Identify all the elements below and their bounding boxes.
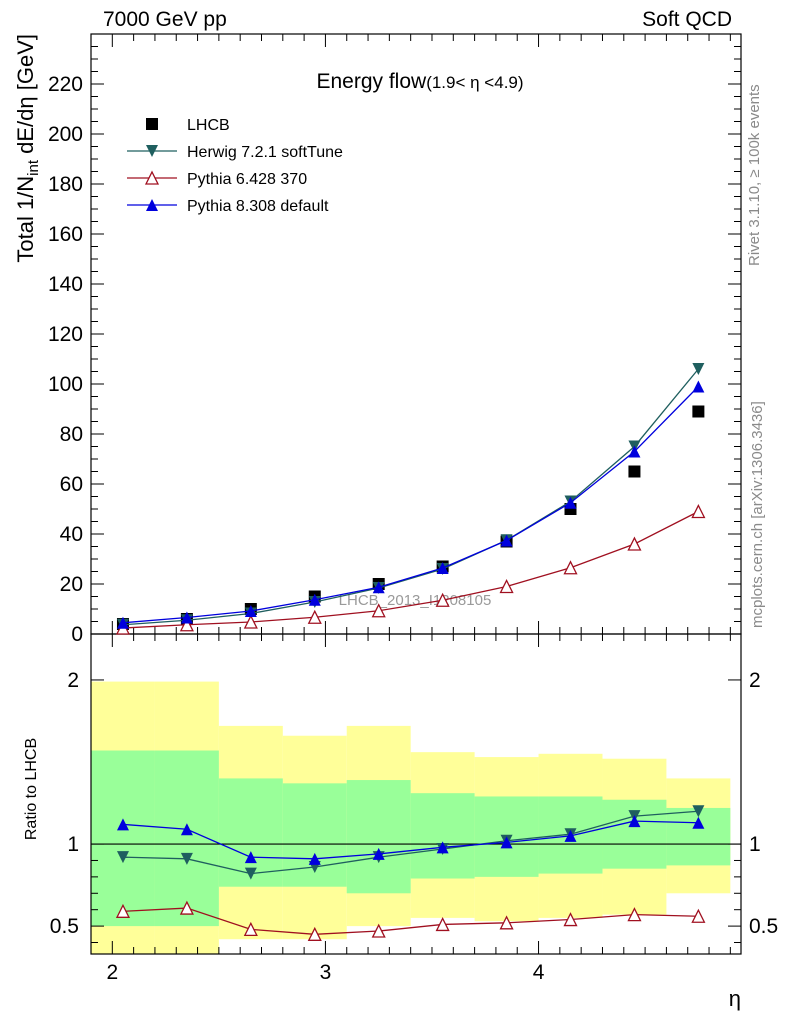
ratio-inner-band-8 [602, 799, 667, 869]
header-energy-label: 7000 GeV pp [103, 8, 227, 31]
ratio-series-2-point [564, 829, 577, 842]
series-1-line [122, 368, 699, 626]
ratio-y-tick-label-right: 1 [749, 833, 761, 856]
ratio-series-1-point [627, 907, 642, 922]
ratio-series-2-point [116, 818, 129, 831]
plot-title: Energy flow(1.9< η <4.9) [316, 70, 523, 93]
header-category-label: Soft QCD [642, 8, 732, 31]
series-3-point [500, 534, 513, 547]
legend-label-0: LHCB [187, 117, 230, 134]
x-axis-label: η [729, 986, 741, 1011]
legend-label-1: Herwig 7.2.1 softTune [187, 144, 343, 161]
ratio-series-2-point [628, 815, 641, 828]
ratio-plot-frame [90, 633, 742, 955]
series-3-point [692, 380, 705, 393]
ratio-series-1-point [563, 912, 578, 927]
y-tick-label: 120 [48, 323, 83, 346]
ratio-y-tick-label-left: 0.5 [50, 915, 79, 938]
legend-marker-3 [146, 199, 158, 211]
y-tick-label: 60 [60, 473, 83, 496]
legend-marker-0 [146, 118, 158, 130]
series-0-point [628, 465, 641, 478]
ratio-series-2-point [308, 852, 321, 865]
ratio-series-1-point [307, 926, 322, 941]
ratio-series-2-point [692, 816, 705, 829]
ratio-series-0-point [180, 852, 193, 865]
main-y-axis-label: Total 1/Nint dE/dη [GeV] [13, 34, 42, 263]
y-tick-label: 0 [71, 623, 83, 646]
ratio-series-2-point [500, 836, 513, 849]
ratio-inner-band-5 [410, 793, 475, 879]
series-2-point [563, 560, 578, 575]
series-2-point [371, 603, 386, 618]
series-3-point [308, 593, 321, 606]
series-2-point [627, 536, 642, 551]
x-tick-label: 3 [320, 961, 332, 984]
ratio-series-1-point [115, 903, 131, 918]
series-2-line [122, 510, 699, 629]
ratio-y-tick-label-left: 1 [67, 833, 79, 856]
series-3-point [436, 562, 449, 574]
ratio-series-0-point [692, 805, 705, 818]
ratio-series-2-point [436, 841, 449, 854]
ratio-y-tick-label-left: 2 [67, 669, 79, 692]
legend-label-2: Pythia 6.428 370 [187, 171, 307, 188]
ratio-series-0-line [122, 810, 699, 875]
y-tick-label: 140 [48, 273, 83, 296]
ratio-series-0-point [244, 867, 257, 880]
y-tick-label: 20 [60, 573, 83, 596]
x-tick-label: 4 [533, 961, 545, 984]
ratio-series-1-point [371, 923, 386, 938]
series-3-point [564, 496, 577, 509]
y-tick-label: 100 [48, 373, 83, 396]
y-tick-label: 180 [48, 173, 83, 196]
ratio-y-axis-label: Ratio to LHCB [23, 738, 40, 840]
ratio-series-1-point [435, 917, 450, 932]
legend-marker-2 [144, 170, 160, 185]
ratio-series-0-point [116, 851, 129, 864]
x-tick-label: 2 [106, 961, 118, 984]
ratio-series-2-point [372, 847, 385, 860]
legend-label-3: Pythia 8.308 default [187, 198, 329, 215]
ratio-series-2-point [180, 823, 193, 836]
y-tick-label: 40 [60, 523, 83, 546]
ratio-series-1-point [179, 900, 194, 915]
y-tick-label: 220 [48, 73, 83, 96]
series-2-point [179, 617, 194, 632]
analysis-watermark: LHCB_2013_I1208105 [339, 592, 492, 609]
ratio-inner-band-1 [154, 750, 219, 927]
series-2-point [499, 579, 514, 594]
series-1-point [692, 363, 705, 375]
y-tick-label: 200 [48, 123, 83, 146]
series-3-line [122, 386, 699, 624]
ratio-inner-band-4 [346, 780, 411, 894]
ratio-series-1-line [122, 907, 699, 935]
legend-marker-1 [146, 145, 158, 157]
y-tick-label: 80 [60, 423, 83, 446]
series-3-point [628, 445, 641, 458]
series-0-point [692, 405, 705, 418]
series-3-point [372, 581, 385, 594]
ratio-series-2-line [122, 820, 699, 860]
ratio-y-tick-label-right: 2 [749, 669, 761, 692]
series-2-point [691, 504, 706, 519]
ratio-y-tick-label-right: 0.5 [749, 915, 778, 938]
ratio-inner-band-0 [91, 750, 155, 927]
series-2-point [307, 609, 322, 624]
series-3-point [116, 616, 129, 629]
series-3-point [180, 611, 193, 624]
ratio-series-1-point [243, 921, 258, 937]
ratio-series-2-point [244, 851, 257, 864]
ratio-series-1-point [499, 915, 514, 930]
series-2-point [435, 592, 450, 607]
ratio-series-1-point [691, 908, 706, 923]
series-2-point [243, 614, 258, 629]
y-tick-label: 160 [48, 223, 83, 246]
series-3-point [244, 605, 257, 617]
